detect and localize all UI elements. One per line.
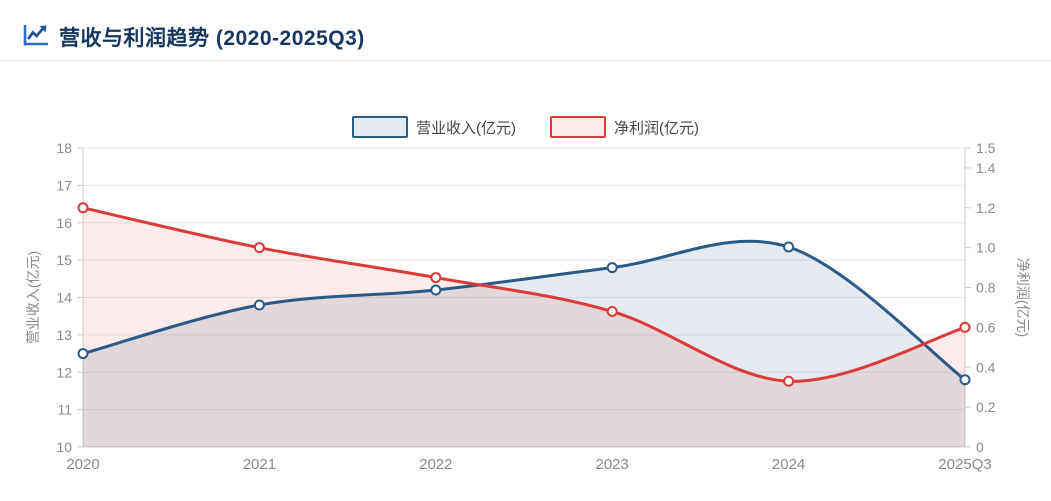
data-point-revenue-2021[interactable]: [253, 299, 265, 311]
y-axis-left-tick-label: 10: [56, 439, 72, 455]
y-axis-left-tick-label: 17: [56, 177, 72, 193]
y-axis-left-tick-label: 15: [56, 252, 72, 268]
chart-legend: 营业收入(亿元) 净利润(亿元): [0, 116, 1051, 138]
y-axis-right-tick-label: 0.2: [976, 399, 996, 415]
data-point-profit-2020[interactable]: [77, 202, 89, 214]
y-axis-right-name: 净利润(亿元): [1015, 258, 1031, 337]
page-title: 营收与利润趋势 (2020-2025Q3): [59, 27, 365, 50]
data-point-revenue-2020[interactable]: [77, 348, 89, 360]
data-point-profit-2025Q3[interactable]: [959, 321, 971, 333]
legend-swatch-profit: [550, 116, 606, 138]
data-point-revenue-2025Q3[interactable]: [959, 374, 971, 386]
legend-label-revenue: 营业收入(亿元): [416, 119, 516, 137]
data-point-profit-2021[interactable]: [253, 242, 265, 254]
x-axis-label: 2022: [419, 456, 452, 473]
legend-item-revenue[interactable]: 营业收入(亿元): [352, 116, 516, 138]
legend-item-profit[interactable]: 净利润(亿元): [550, 116, 699, 138]
data-point-revenue-2023[interactable]: [606, 262, 618, 274]
y-axis-left-tick-label: 16: [56, 215, 72, 231]
x-axis-label: 2020: [66, 456, 99, 473]
trend-line-chart-icon: [22, 22, 50, 53]
series-area-revenue: [83, 241, 965, 447]
y-axis-right-tick-label: 0: [976, 439, 984, 455]
y-axis-right-tick-label: 0.6: [976, 319, 996, 335]
series-line-revenue: [81, 239, 967, 382]
plot-area[interactable]: [83, 148, 965, 447]
series-area-profit: [83, 207, 965, 447]
data-point-profit-2024[interactable]: [783, 375, 795, 387]
legend-label-profit: 净利润(亿元): [614, 119, 699, 137]
y-axis-left-name: 营业收入(亿元): [25, 251, 41, 344]
y-axis-right-tick-label: 0.4: [976, 359, 996, 375]
x-axis-label: 2025Q3: [938, 456, 991, 473]
y-axis-right-tick-label: 1.5: [976, 140, 996, 156]
y-axis-left-tick-label: 18: [56, 140, 72, 156]
x-axis-label: 2021: [243, 456, 276, 473]
data-point-revenue-2022[interactable]: [430, 284, 442, 296]
y-axis-left-tick-label: 11: [57, 402, 72, 418]
x-axis-label: 2024: [772, 456, 805, 473]
y-axis-right-tick-label: 0.8: [976, 280, 996, 296]
y-axis-left-tick-label: 13: [56, 327, 72, 343]
y-axis-left-tick-label: 12: [56, 364, 72, 380]
x-axis-label: 2023: [596, 456, 629, 473]
y-axis-right-tick-label: 1.4: [976, 160, 996, 176]
y-axis-left-tick-label: 14: [56, 290, 72, 306]
data-point-revenue-2024[interactable]: [783, 241, 795, 253]
page-header: 营收与利润趋势 (2020-2025Q3): [0, 0, 1051, 61]
data-point-profit-2023[interactable]: [606, 305, 618, 317]
y-axis-right-tick-label: 1.2: [976, 200, 996, 216]
series-line-profit: [81, 206, 967, 383]
y-axis-right-tick-label: 1.0: [976, 240, 996, 256]
data-point-profit-2022[interactable]: [430, 272, 442, 284]
legend-swatch-revenue: [352, 116, 408, 138]
